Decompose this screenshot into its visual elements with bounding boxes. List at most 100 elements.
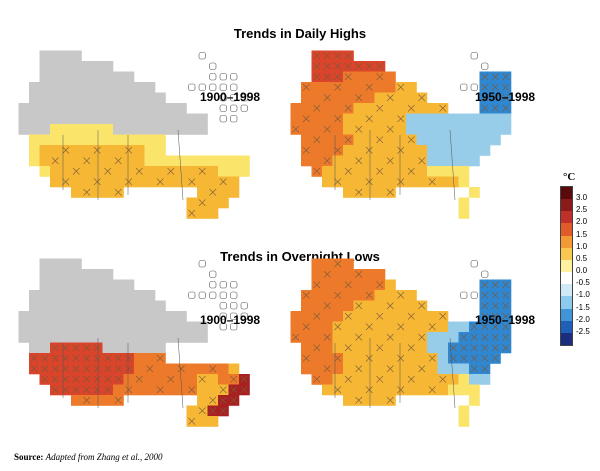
significance-hatch [470, 365, 478, 373]
grid-cell [364, 279, 375, 291]
grid-cell [416, 176, 428, 188]
grid-cell [81, 134, 93, 146]
grid-cell [60, 258, 72, 270]
significance-hatch [428, 323, 436, 331]
grid-cell [364, 71, 375, 83]
grid-cell [395, 166, 407, 177]
grid-cell [81, 103, 93, 114]
significance-hatch [72, 375, 80, 383]
grid-cell [134, 332, 145, 343]
grid-cell [165, 176, 177, 188]
grid-cell [490, 134, 501, 146]
significance-hatch [491, 291, 499, 299]
grid-cell [50, 166, 61, 177]
land-fragment [481, 62, 489, 70]
significance-hatch [334, 115, 342, 123]
grid-cell [18, 311, 30, 322]
grid-cell [343, 300, 354, 312]
grid-cell [427, 363, 438, 375]
grid-cell [406, 155, 417, 167]
significance-hatch [93, 344, 101, 352]
grid-cell [207, 374, 219, 385]
grid-cell [71, 92, 82, 104]
significance-hatch [355, 270, 363, 278]
grid-cell [60, 269, 72, 280]
significance-hatch [470, 323, 478, 331]
significance-hatch [219, 407, 227, 415]
grid-cell [60, 321, 72, 333]
grid-cell [353, 166, 365, 177]
grid-cell [39, 82, 51, 93]
significance-hatch [418, 365, 426, 373]
grid-cell [207, 208, 219, 219]
significance-hatch [470, 354, 478, 362]
grid-cell [364, 342, 375, 354]
grid-cell [60, 71, 72, 83]
grid-cell [395, 103, 407, 114]
grid-cell [343, 321, 354, 333]
grid-cell [81, 124, 93, 135]
grid-cell [50, 290, 61, 301]
grid-cell [71, 279, 82, 291]
significance-hatch [334, 62, 342, 70]
grid-cell [39, 166, 51, 177]
significance-hatch [323, 333, 331, 341]
land-fragment [219, 312, 227, 320]
source-citation: Adapted from Zhang et al., 2000 [45, 452, 163, 462]
grid-cell [416, 321, 428, 333]
grid-cell [374, 82, 386, 93]
grid-cell [29, 311, 40, 322]
grid-cell [437, 134, 449, 146]
grid-cell [427, 103, 438, 114]
grid-cell [165, 155, 177, 167]
grid-cell [395, 134, 407, 146]
grid-cell [81, 71, 93, 83]
land-fragment [230, 115, 238, 123]
significance-hatch [156, 178, 164, 186]
significance-hatch [230, 375, 238, 383]
grid-cell [458, 197, 470, 209]
grid-cell [113, 384, 124, 396]
grid-cell [155, 145, 166, 156]
significance-hatch [397, 386, 405, 394]
significance-hatch [51, 386, 59, 394]
map-overnight-lows-1950-1998 [280, 248, 560, 463]
grid-cell [50, 321, 61, 333]
grid-cell [50, 50, 61, 62]
grid-cell [374, 92, 386, 104]
significance-hatch [51, 344, 59, 352]
grid-cell [123, 82, 135, 93]
grid-cell [71, 50, 82, 62]
grid-cell [155, 342, 166, 354]
significance-hatch [41, 375, 49, 383]
grid-cell [332, 311, 344, 322]
grid-cell [332, 134, 344, 146]
grid-cell [395, 124, 407, 135]
significance-hatch [428, 178, 436, 186]
grid-cell [155, 166, 166, 177]
significance-hatch [365, 291, 373, 299]
significance-hatch [428, 354, 436, 362]
significance-hatch [376, 375, 384, 383]
grid-cell [186, 124, 198, 135]
grid-cell [123, 166, 135, 177]
significance-hatch [302, 354, 310, 362]
land-fragment [240, 94, 248, 102]
significance-hatch [481, 281, 489, 289]
grid-cell [301, 124, 312, 135]
significance-hatch [313, 375, 321, 383]
grid-cell [92, 332, 103, 343]
significance-hatch [114, 354, 122, 362]
grid-cell [18, 321, 30, 333]
significance-hatch [481, 73, 489, 81]
grid-cell [102, 82, 114, 93]
significance-hatch [386, 125, 394, 133]
significance-hatch [219, 396, 227, 404]
grid-cell [102, 342, 114, 354]
significance-hatch [491, 323, 499, 331]
grid-cell [144, 384, 156, 396]
land-fragment [230, 73, 238, 81]
grid-cell [416, 124, 428, 135]
grid-cell [176, 384, 187, 396]
grid-cell [50, 300, 61, 312]
